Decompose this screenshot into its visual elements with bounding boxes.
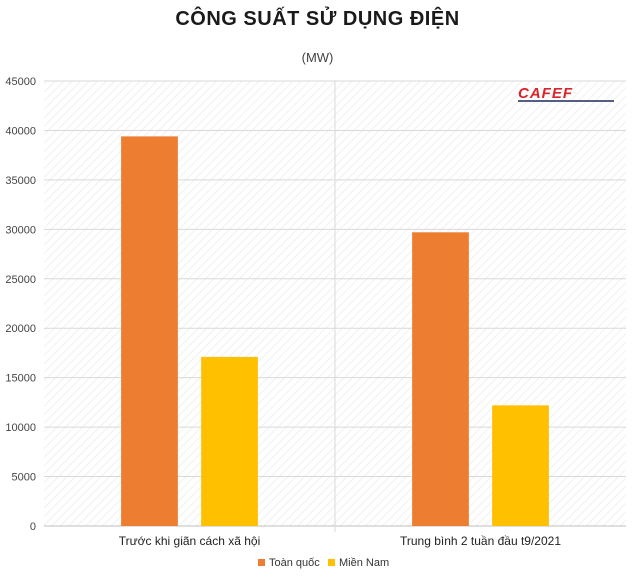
legend-swatch <box>258 559 265 566</box>
y-tick-label: 35000 <box>5 175 36 187</box>
y-tick-label: 25000 <box>5 274 36 286</box>
cafef-logo-text: CAFEF <box>518 85 573 102</box>
x-category-label: Trung bình 2 tuần đầu t9/2021 <box>400 534 561 548</box>
y-tick-label: 30000 <box>5 224 36 236</box>
y-tick-label: 5000 <box>12 472 36 484</box>
y-tick-label: 45000 <box>5 76 36 88</box>
y-tick-label: 10000 <box>5 422 36 434</box>
bar-toan-quoc-1 <box>412 232 469 527</box>
bar-mien-nam-1 <box>492 405 549 526</box>
chart-title: CÔNG SUẤT SỬ DỤNG ĐIỆN <box>175 8 460 30</box>
x-category-label: Trước khi giãn cách xã hội <box>119 534 261 548</box>
legend-label: Miền Nam <box>339 557 389 569</box>
y-tick-label: 0 <box>30 521 36 533</box>
bar-toan-quoc-0 <box>121 136 178 526</box>
chart-unit-subtitle: (MW) <box>301 50 334 65</box>
legend-swatch <box>328 559 335 566</box>
legend-label: Toàn quốc <box>269 557 320 569</box>
bar-mien-nam-0 <box>201 356 258 526</box>
cafef-logo: CAFEF <box>518 85 614 102</box>
y-tick-label: 40000 <box>5 125 36 137</box>
y-tick-label: 20000 <box>5 323 36 335</box>
y-tick-label: 15000 <box>5 373 36 385</box>
